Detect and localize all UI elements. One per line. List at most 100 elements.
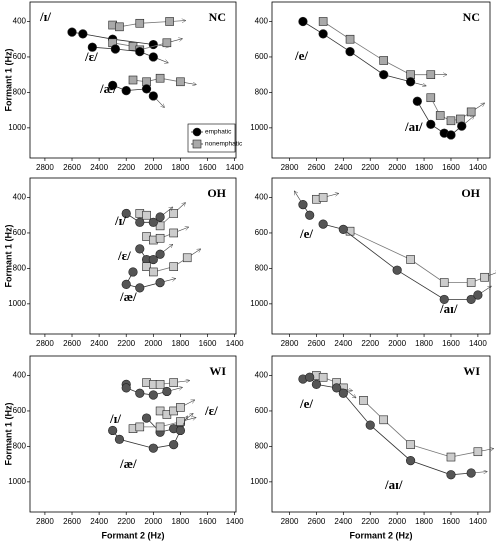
plot-frame: [29, 1, 237, 159]
nonemphatic-line: [363, 400, 478, 458]
y-tick-label: 1000: [8, 123, 26, 132]
emphatic-point: [305, 372, 315, 382]
emphatic-point: [155, 212, 165, 222]
x-tick-label: 2600: [63, 163, 81, 172]
nonemphatic-point: [149, 267, 158, 277]
nonemphatic-point: [318, 372, 328, 382]
trajectories: [108, 378, 196, 453]
x-tick-label: 1800: [172, 163, 190, 172]
x-tick-label: 1800: [415, 517, 433, 526]
x-tick-label: 2400: [90, 163, 108, 172]
nonemphatic-point: [142, 262, 151, 271]
emphatic-point: [135, 283, 145, 293]
nonemphatic-point: [142, 210, 151, 220]
emphatic-point: [162, 386, 172, 397]
x-tick-label: 2400: [90, 517, 108, 526]
y-tick-label: 600: [13, 52, 27, 61]
y-tick-label: 1000: [250, 477, 268, 486]
x-tick-label: 2000: [144, 163, 162, 172]
nonemphatic-point: [480, 272, 489, 282]
nonemphatic-point: [155, 233, 165, 243]
emphatic-point: [412, 96, 422, 106]
vowel-label: /ɪ/: [114, 213, 126, 228]
y-axis-label: Formant 1 (Hz): [3, 402, 13, 465]
y-tick-label: 400: [255, 193, 269, 202]
nonemphatic-point: [406, 255, 415, 264]
emphatic-point: [318, 29, 328, 39]
nonemphatic-point: [318, 17, 328, 26]
y-tick-label: 1000: [8, 299, 26, 308]
vowel-label: /æ/: [119, 456, 137, 471]
plot-frame: [271, 177, 491, 335]
x-tick-label: 2200: [361, 339, 379, 348]
nonemphatic-point: [446, 452, 456, 462]
emphatic-point: [175, 425, 186, 436]
legend-label: nonemphatic: [205, 141, 243, 148]
x-axis-label: Formant 2 (Hz): [350, 530, 413, 540]
nonemphatic-point: [318, 193, 328, 202]
panel-title: WI: [463, 364, 480, 378]
vowel-label: /aɪ/: [404, 119, 423, 134]
y-tick-label: 800: [13, 88, 27, 97]
x-tick-label: 1400: [469, 339, 487, 348]
nonemphatic-point: [379, 56, 388, 65]
nonemphatic-point: [473, 447, 483, 457]
x-tick-label: 2600: [308, 339, 326, 348]
emphatic-point: [141, 84, 152, 94]
vowel-label: /aɪ/: [439, 301, 458, 316]
vowel-label: /aɪ/: [384, 477, 403, 492]
legend-marker: [192, 127, 202, 137]
nonemphatic-point: [169, 209, 178, 218]
nonemphatic-point: [359, 396, 368, 405]
emphatic-point: [114, 434, 125, 444]
y-tick-label: 1000: [250, 123, 268, 132]
emphatic-point: [426, 119, 436, 129]
emphatic-point: [148, 390, 158, 400]
y-tick-label: 400: [255, 17, 269, 26]
legend-label: emphatic: [205, 129, 232, 136]
y-tick-label: 800: [13, 442, 27, 451]
emphatic-point: [473, 290, 483, 300]
x-tick-label: 1800: [172, 517, 190, 526]
x-tick-label: 2000: [144, 339, 162, 348]
nonemphatic-point: [345, 34, 355, 44]
y-axis-label: Formant 1 (Hz): [3, 48, 13, 111]
emphatic-point: [439, 294, 449, 305]
emphatic-line: [71, 31, 154, 45]
x-tick-label: 2600: [308, 517, 326, 526]
y-tick-label: 600: [255, 228, 269, 237]
emphatic-point: [298, 199, 308, 210]
x-tick-label: 1800: [415, 163, 433, 172]
nonemphatic-point: [466, 107, 476, 117]
plot-frame: [271, 1, 491, 159]
legend-marker: [192, 139, 202, 149]
vowel-label: /ɛ/: [117, 248, 131, 263]
y-tick-label: 600: [13, 228, 27, 237]
emphatic-point: [78, 29, 88, 39]
x-tick-label: 2600: [308, 163, 326, 172]
nonemphatic-point: [162, 38, 172, 48]
x-tick-label: 1800: [415, 339, 433, 348]
x-tick-label: 2000: [388, 339, 406, 348]
trajectories: [298, 16, 485, 140]
nonemphatic-point: [426, 93, 436, 103]
nonemphatic-point: [182, 253, 192, 263]
nonemphatic-point: [439, 278, 449, 287]
x-tick-label: 2600: [63, 339, 81, 348]
emphatic-point: [148, 254, 158, 265]
nonemphatic-point: [155, 380, 165, 389]
emphatic-point: [87, 42, 97, 52]
y-tick-label: 800: [255, 442, 269, 451]
x-tick-label: 1600: [442, 163, 460, 172]
y-tick-label: 800: [255, 264, 269, 273]
vowel-label: /e/: [299, 396, 313, 411]
y-tick-label: 1000: [8, 477, 26, 486]
emphatic-point: [345, 47, 355, 57]
x-tick-label: 1600: [442, 517, 460, 526]
nonemphatic-point: [128, 75, 138, 85]
emphatic-point: [155, 249, 165, 259]
vowel-label: /e/: [299, 226, 313, 241]
emphatic-point: [446, 130, 456, 140]
x-tick-label: 1400: [226, 339, 244, 348]
vowel-label: /æ/: [119, 289, 137, 304]
